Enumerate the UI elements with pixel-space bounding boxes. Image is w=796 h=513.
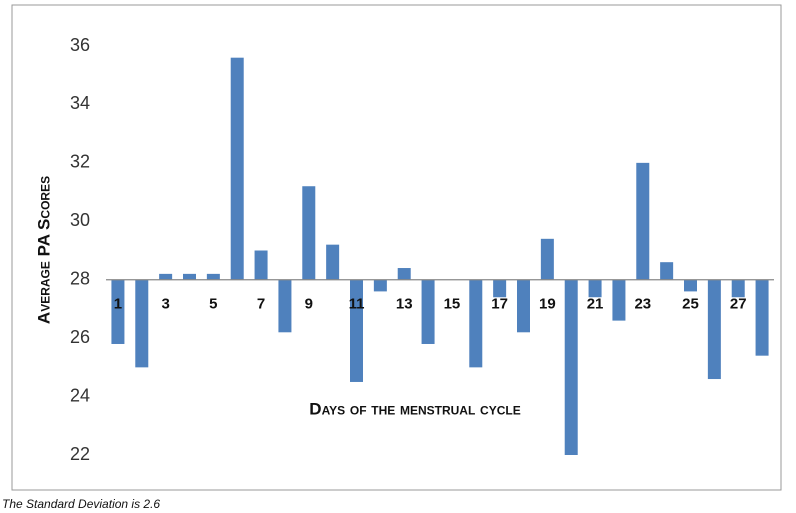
y-tick-label: 24 [70, 385, 90, 405]
bar [731, 279, 745, 298]
chart-frame [11, 4, 782, 491]
bar [159, 273, 173, 280]
bar [278, 279, 292, 333]
x-tick-label: 11 [349, 296, 365, 313]
x-tick-label: 13 [396, 296, 413, 313]
x-tick-label: 21 [587, 296, 604, 313]
bar [135, 279, 149, 368]
bar [206, 273, 220, 280]
y-tick-label: 36 [70, 35, 90, 55]
bar [493, 279, 507, 298]
y-tick-label: 32 [70, 152, 90, 172]
x-tick-label: 1 [114, 296, 122, 313]
bar [707, 279, 721, 380]
bar [540, 238, 554, 280]
x-tick-label: 15 [444, 296, 461, 313]
x-tick-label: 27 [730, 296, 747, 313]
bar [684, 279, 697, 292]
bar [421, 279, 435, 344]
bar [302, 186, 316, 280]
bar [636, 162, 650, 280]
y-tick-label: 30 [70, 210, 90, 230]
x-axis-title: Days of the menstrual cycle [309, 399, 520, 418]
bar [612, 279, 626, 321]
bar [183, 273, 196, 280]
bar [350, 279, 363, 382]
x-tick-label: 19 [539, 296, 556, 313]
x-tick-label: 23 [634, 296, 651, 313]
bar [111, 279, 125, 344]
y-tick-label: 22 [70, 444, 90, 464]
bar [517, 279, 530, 333]
y-tick-label: 26 [70, 327, 90, 347]
bar [397, 268, 411, 280]
x-tick-label: 7 [257, 296, 265, 313]
bar [660, 262, 674, 280]
bar [230, 57, 244, 280]
x-tick-label: 9 [305, 296, 313, 313]
x-tick-label: 3 [161, 296, 169, 313]
bar [564, 279, 578, 455]
bar [469, 279, 483, 368]
y-tick-label: 34 [70, 93, 90, 113]
y-axis-title: Average PA Scores [34, 176, 53, 324]
bar [254, 250, 268, 280]
bar [373, 279, 387, 292]
y-tick-label: 28 [70, 268, 90, 288]
x-tick-label: 17 [491, 296, 508, 313]
x-tick-label: 25 [682, 296, 699, 313]
x-tick-label: 5 [209, 296, 217, 313]
footnote: The Standard Deviation is 2.6 [2, 497, 160, 511]
bar [588, 279, 602, 298]
bar [755, 279, 769, 356]
bar [326, 244, 340, 280]
